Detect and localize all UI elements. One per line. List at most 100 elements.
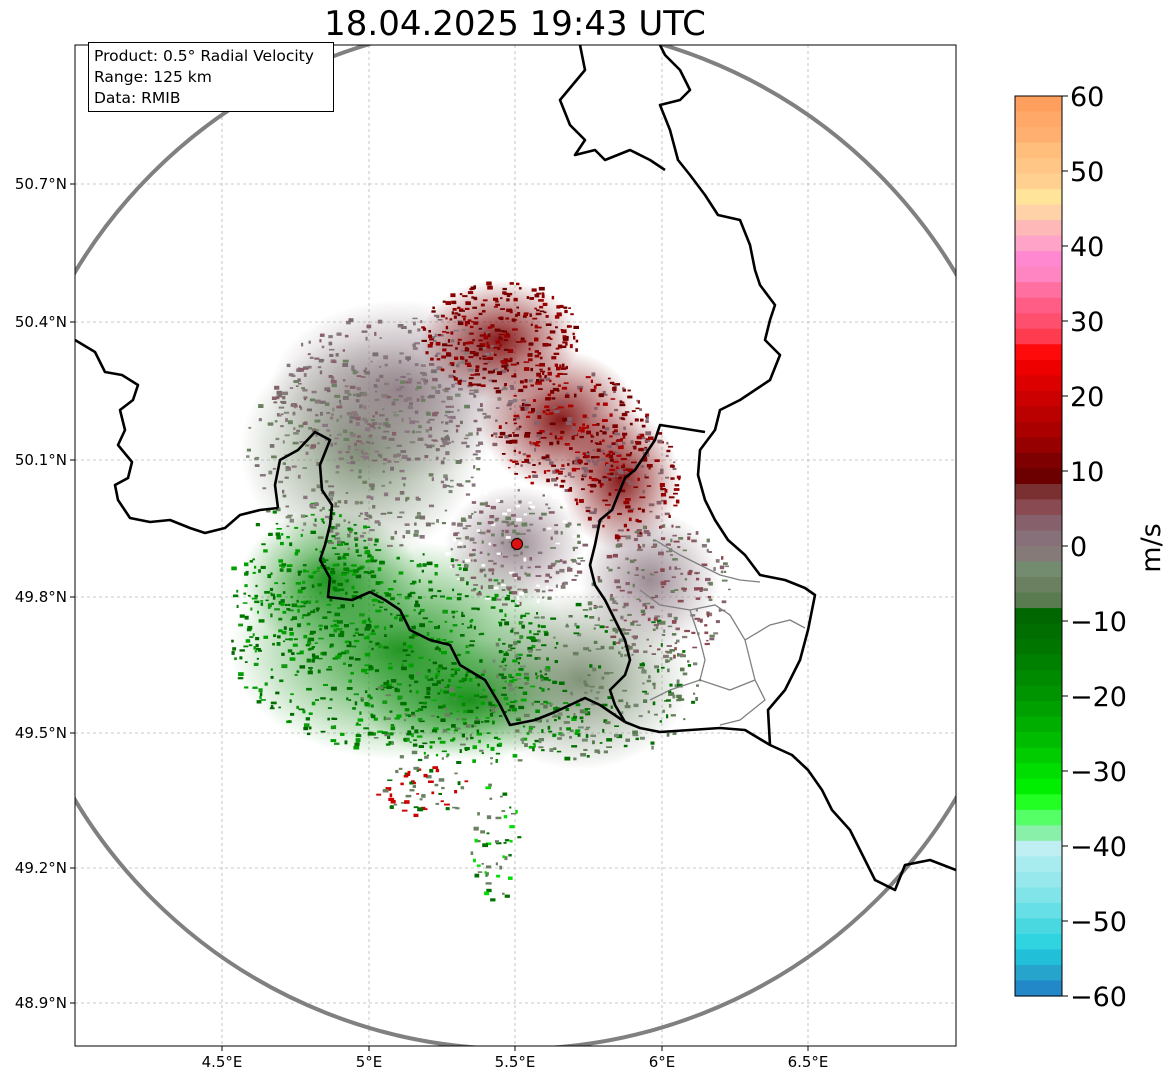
echo-speckle: [556, 305, 561, 309]
echo-speckle: [473, 826, 479, 831]
echo-speckle: [271, 602, 275, 605]
echo-speckle: [456, 653, 461, 657]
echo-speckle: [534, 657, 541, 660]
echo-speckle: [673, 540, 680, 543]
echo-speckle: [594, 697, 599, 700]
echo-speckle: [544, 375, 547, 379]
echo-speckle: [684, 578, 688, 581]
echo-speckle: [562, 702, 568, 704]
echo-speckle: [587, 516, 592, 521]
echo-speckle: [576, 570, 583, 574]
echo-speckle: [517, 576, 521, 581]
echo-speckle: [443, 474, 448, 479]
echo-speckle: [448, 485, 454, 488]
echo-speckle: [495, 840, 499, 844]
colorbar-band: [1015, 949, 1062, 966]
echo-speckle: [364, 652, 371, 657]
echo-speckle: [636, 624, 641, 626]
echo-speckle: [476, 732, 483, 736]
echo-speckle: [650, 605, 655, 609]
echo-speckle: [441, 400, 446, 403]
echo-speckle: [412, 343, 416, 347]
echo-speckle: [350, 433, 356, 437]
echo-speckle: [587, 601, 593, 606]
echo-speckle: [529, 297, 534, 300]
echo-speckle: [633, 703, 639, 708]
echo-speckle: [439, 740, 446, 744]
echo-speckle: [643, 699, 648, 703]
colorbar-band: [1015, 313, 1062, 330]
echo-speckle: [512, 328, 518, 331]
echo-speckle: [517, 717, 521, 719]
echo-speckle: [479, 659, 483, 663]
echo-speckle: [346, 644, 352, 648]
echo-speckle: [625, 505, 631, 509]
echo-speckle: [526, 679, 530, 681]
echo-speckle: [351, 365, 355, 369]
echo-speckle: [561, 582, 565, 586]
echo-speckle: [490, 898, 496, 902]
echo-speckle: [628, 482, 634, 485]
echo-speckle: [388, 741, 394, 745]
echo-speckle: [606, 566, 609, 569]
echo-speckle: [449, 712, 453, 715]
echo-speckle: [354, 537, 359, 541]
echo-speckle: [343, 519, 346, 522]
echo-speckle: [499, 622, 503, 627]
echo-speckle: [470, 559, 473, 562]
echo-speckle: [367, 436, 372, 439]
echo-speckle: [536, 612, 539, 615]
echo-speckle: [254, 650, 257, 653]
echo-speckle: [616, 466, 619, 469]
echo-speckle: [590, 379, 593, 383]
echo-speckle: [457, 380, 460, 384]
echo-speckle: [276, 642, 281, 646]
echo-speckle: [527, 646, 533, 651]
echo-speckle: [539, 670, 542, 673]
echo-speckle: [420, 730, 425, 733]
echo-speckle: [480, 585, 483, 590]
echo-speckle: [676, 694, 682, 698]
echo-speckle: [457, 522, 463, 527]
echo-speckle: [613, 389, 616, 393]
echo-speckle: [660, 581, 667, 586]
echo-speckle: [414, 522, 417, 526]
echo-speckle: [615, 629, 618, 634]
echo-speckle: [638, 666, 644, 669]
echo-speckle: [379, 581, 384, 584]
echo-speckle: [561, 345, 567, 348]
echo-speckle: [340, 651, 347, 655]
echo-speckle: [488, 568, 495, 572]
echo-speckle: [383, 592, 389, 594]
echo-speckle: [319, 400, 326, 404]
echo-speckle: [577, 633, 582, 637]
echo-speckle: [421, 326, 425, 329]
echo-speckle: [364, 627, 371, 631]
echo-speckle: [309, 647, 314, 650]
echo-speckle: [534, 354, 540, 358]
echo-speckle: [349, 656, 354, 660]
echo-speckle: [516, 504, 520, 508]
echo-speckle: [296, 429, 300, 433]
echo-speckle: [593, 508, 598, 512]
echo-speckle: [504, 334, 511, 338]
echo-speckle: [467, 368, 474, 372]
echo-speckle: [328, 485, 334, 488]
echo-speckle: [625, 535, 631, 540]
echo-speckle: [338, 588, 345, 591]
echo-speckle: [626, 701, 629, 705]
echo-speckle: [593, 640, 598, 644]
echo-speckle: [545, 458, 551, 461]
echo-speckle: [372, 604, 376, 606]
echo-speckle: [372, 427, 377, 430]
echo-speckle: [297, 608, 300, 613]
echo-speckle: [535, 312, 542, 316]
echo-speckle: [458, 680, 465, 683]
echo-speckle: [422, 563, 427, 567]
echo-speckle: [642, 457, 648, 462]
echo-speckle: [566, 715, 570, 718]
echo-speckle: [401, 457, 407, 459]
echo-speckle: [677, 546, 681, 549]
echo-speckle: [583, 417, 588, 419]
echo-speckle: [530, 367, 533, 372]
